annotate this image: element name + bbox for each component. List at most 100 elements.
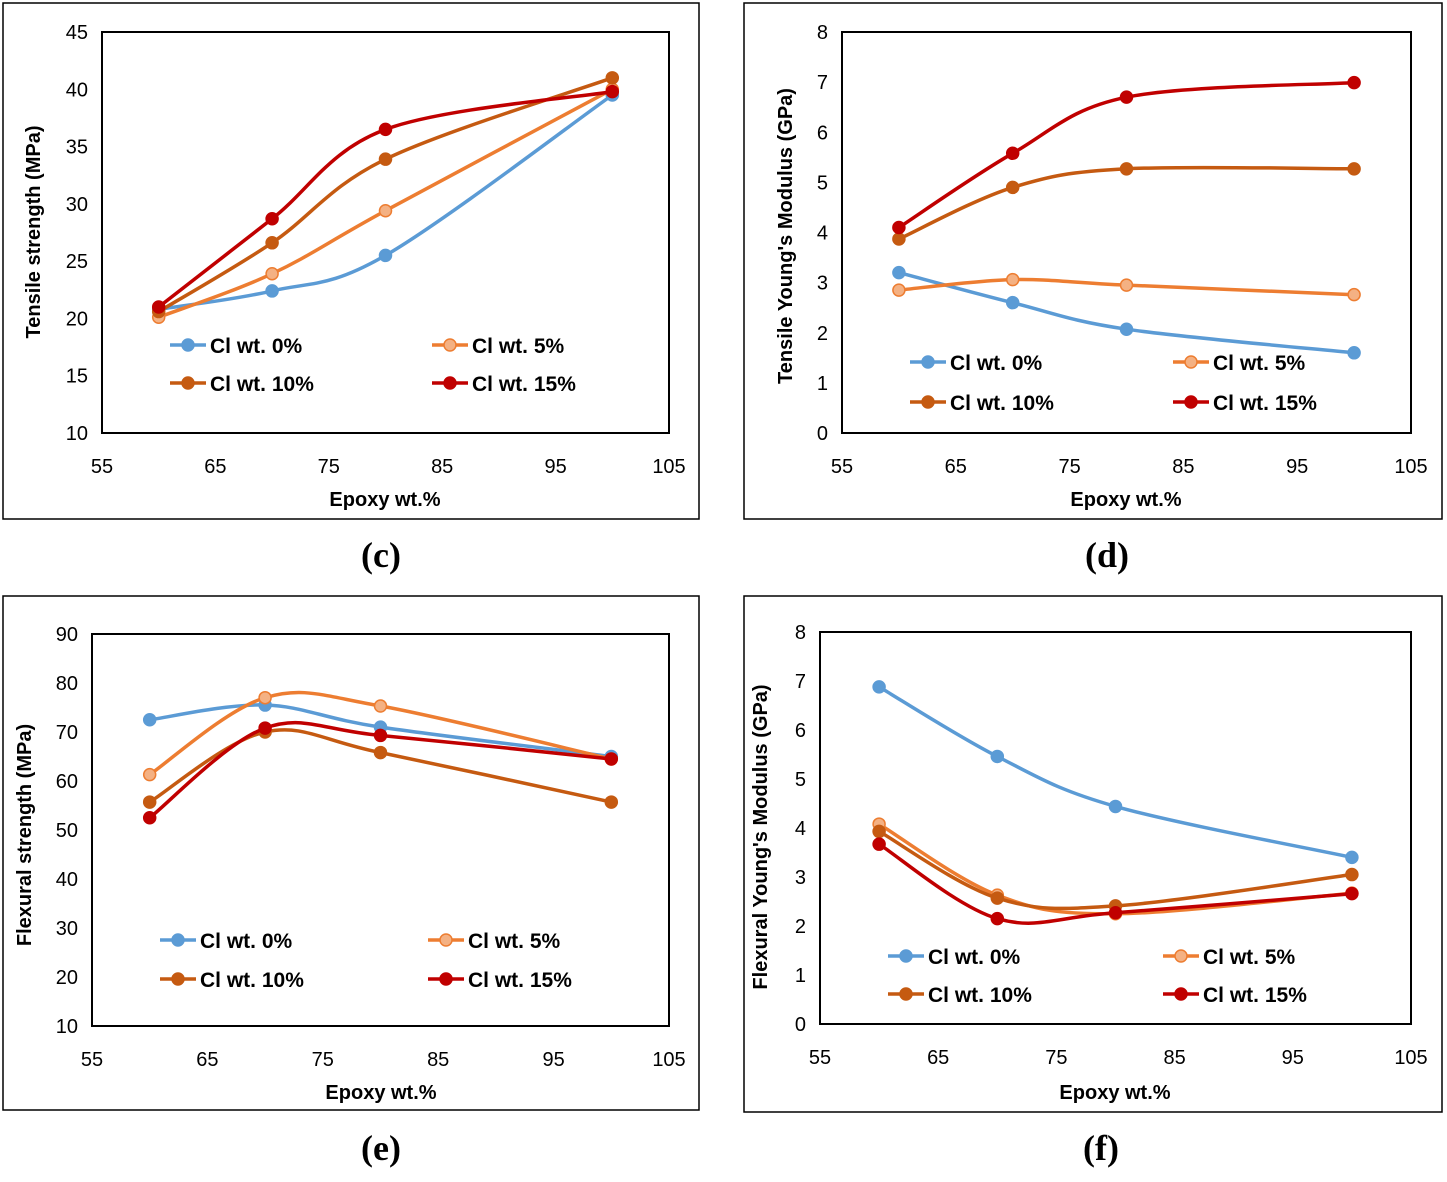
- data-point: [872, 837, 886, 851]
- x-tick-label: 85: [431, 456, 453, 478]
- y-tick-label: 3: [817, 273, 828, 295]
- y-tick-label: 20: [56, 967, 78, 989]
- legend-marker: [1184, 355, 1198, 369]
- legend-label: Cl wt. 0%: [928, 946, 1021, 969]
- data-point: [378, 122, 393, 137]
- y-tick-label: 30: [56, 918, 78, 940]
- y-tick-label: 25: [66, 251, 88, 273]
- plot-area: [91, 633, 670, 1027]
- legend-marker: [439, 933, 453, 947]
- legend-item: Cl wt. 10%: [170, 373, 314, 396]
- legend-item: Cl wt. 5%: [1163, 946, 1296, 969]
- y-tick-label: 10: [66, 423, 88, 445]
- legend-marker: [181, 338, 195, 352]
- panel-label: (e): [361, 1128, 401, 1168]
- series-line: [877, 685, 1354, 860]
- y-tick-label: 6: [817, 122, 828, 144]
- y-tick-label: 60: [56, 771, 78, 793]
- y-tick-label: 1: [817, 373, 828, 395]
- y-tick-label: 6: [795, 720, 806, 742]
- data-point: [1347, 346, 1361, 360]
- x-axis-label: Epoxy wt.%: [1070, 489, 1181, 511]
- legend-marker: [171, 933, 185, 947]
- legend-item: Cl wt. 5%: [1173, 352, 1306, 375]
- x-tick-label: 105: [652, 1049, 685, 1071]
- legend-marker: [439, 972, 453, 986]
- x-tick-label: 105: [652, 456, 685, 478]
- plot-area: [101, 31, 670, 434]
- data-point: [142, 713, 157, 727]
- x-tick-label: 95: [1282, 1047, 1304, 1069]
- y-tick-label: 20: [66, 308, 88, 330]
- x-tick-label: 105: [1394, 1047, 1427, 1069]
- chart-panel-e: Epoxy wt.% Flexural strength (MPa) (e) 1…: [2, 595, 700, 1168]
- legend-label: Cl wt. 0%: [950, 352, 1043, 375]
- y-tick-label: 90: [56, 624, 78, 646]
- x-tick-label: 85: [1163, 1047, 1185, 1069]
- data-point: [373, 745, 388, 760]
- legend-item: Cl wt. 15%: [432, 373, 576, 396]
- y-tick-label: 8: [795, 622, 806, 644]
- series-line: [877, 842, 1354, 925]
- y-tick-label: 2: [795, 916, 806, 938]
- legend-marker: [443, 376, 457, 390]
- y-axis-label: Tensile Young's Modulus (GPa): [775, 88, 797, 384]
- legend-label: Cl wt. 10%: [200, 969, 304, 992]
- y-tick-label: 1: [795, 965, 806, 987]
- legend-item: Cl wt. 10%: [910, 392, 1054, 415]
- y-tick-label: 70: [56, 722, 78, 744]
- x-tick-label: 85: [1172, 456, 1194, 478]
- panel-label: (f): [1083, 1128, 1119, 1168]
- series-line: [147, 720, 614, 820]
- data-point: [378, 248, 393, 263]
- data-point: [1345, 867, 1359, 882]
- legend-label: Cl wt. 5%: [1213, 352, 1306, 375]
- x-tick-label: 55: [91, 456, 113, 478]
- legend-item: Cl wt. 0%: [910, 352, 1043, 375]
- chart-frame: [2, 2, 700, 520]
- y-tick-label: 4: [817, 223, 828, 245]
- legend-marker: [899, 987, 913, 1001]
- data-point: [1347, 162, 1361, 176]
- data-point: [258, 721, 272, 735]
- legend-marker: [181, 376, 195, 390]
- y-tick-label: 40: [66, 79, 88, 101]
- data-point: [265, 266, 279, 281]
- x-tick-label: 55: [81, 1049, 103, 1071]
- legend-item: Cl wt. 15%: [1173, 392, 1317, 415]
- y-tick-label: 45: [66, 22, 88, 44]
- data-point: [373, 699, 388, 713]
- chart-frame: [2, 595, 700, 1111]
- x-axis-label: Epoxy wt.%: [325, 1082, 436, 1104]
- series-line: [156, 87, 615, 320]
- chart-frame: [743, 2, 1443, 520]
- x-tick-label: 65: [204, 456, 226, 478]
- legend-item: Cl wt. 10%: [888, 984, 1032, 1007]
- data-point: [265, 236, 279, 250]
- data-point: [1119, 278, 1134, 292]
- data-point: [604, 795, 619, 809]
- data-point: [1005, 272, 1020, 287]
- y-tick-label: 7: [795, 671, 806, 693]
- y-tick-label: 5: [795, 769, 806, 791]
- legend-label: Cl wt. 10%: [210, 373, 314, 396]
- x-tick-label: 85: [427, 1049, 449, 1071]
- legend-item: Cl wt. 5%: [432, 335, 565, 358]
- x-tick-label: 75: [318, 456, 340, 478]
- legend-label: Cl wt. 0%: [210, 335, 303, 358]
- legend-label: Cl wt. 0%: [200, 930, 293, 953]
- y-tick-label: 4: [795, 818, 806, 840]
- y-tick-label: 35: [66, 137, 88, 159]
- series-line: [897, 165, 1356, 241]
- legend-label: Cl wt. 15%: [468, 969, 572, 992]
- x-axis-label: Epoxy wt.%: [1059, 1082, 1170, 1104]
- data-point: [1119, 90, 1134, 104]
- y-tick-label: 3: [795, 867, 806, 889]
- data-point: [1119, 162, 1134, 176]
- y-tick-label: 0: [795, 1014, 806, 1036]
- y-tick-label: 40: [56, 869, 78, 891]
- legend-label: Cl wt. 5%: [468, 930, 561, 953]
- x-tick-label: 95: [542, 1049, 564, 1071]
- data-point: [604, 752, 619, 766]
